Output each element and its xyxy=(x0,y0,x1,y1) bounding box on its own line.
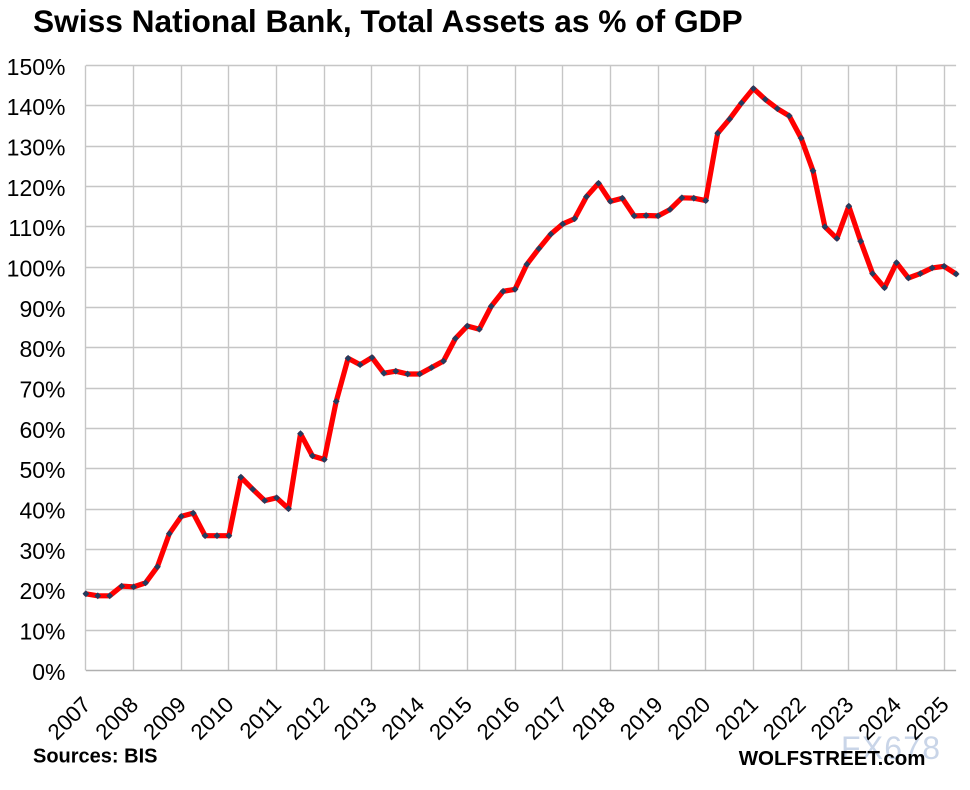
svg-text:110%: 110% xyxy=(8,215,65,241)
svg-text:150%: 150% xyxy=(7,54,66,80)
svg-text:70%: 70% xyxy=(19,377,65,403)
svg-text:0%: 0% xyxy=(32,659,65,685)
svg-text:10%: 10% xyxy=(19,619,65,645)
svg-text:90%: 90% xyxy=(19,296,65,322)
svg-text:WOLFSTREET.com: WOLFSTREET.com xyxy=(739,747,926,770)
svg-text:140%: 140% xyxy=(7,94,66,120)
svg-text:100%: 100% xyxy=(7,256,66,282)
svg-text:30%: 30% xyxy=(19,538,65,564)
svg-text:FX678: FX678 xyxy=(841,730,941,766)
svg-text:50%: 50% xyxy=(19,457,65,483)
svg-text:130%: 130% xyxy=(7,135,66,161)
svg-text:Sources: BIS: Sources: BIS xyxy=(33,746,157,768)
svg-text:40%: 40% xyxy=(19,498,65,524)
svg-text:20%: 20% xyxy=(19,578,65,604)
svg-text:80%: 80% xyxy=(19,336,65,362)
svg-text:Swiss National Bank, Total Ass: Swiss National Bank, Total Assets as % o… xyxy=(33,3,743,39)
svg-text:120%: 120% xyxy=(7,175,66,201)
svg-text:60%: 60% xyxy=(19,417,65,443)
